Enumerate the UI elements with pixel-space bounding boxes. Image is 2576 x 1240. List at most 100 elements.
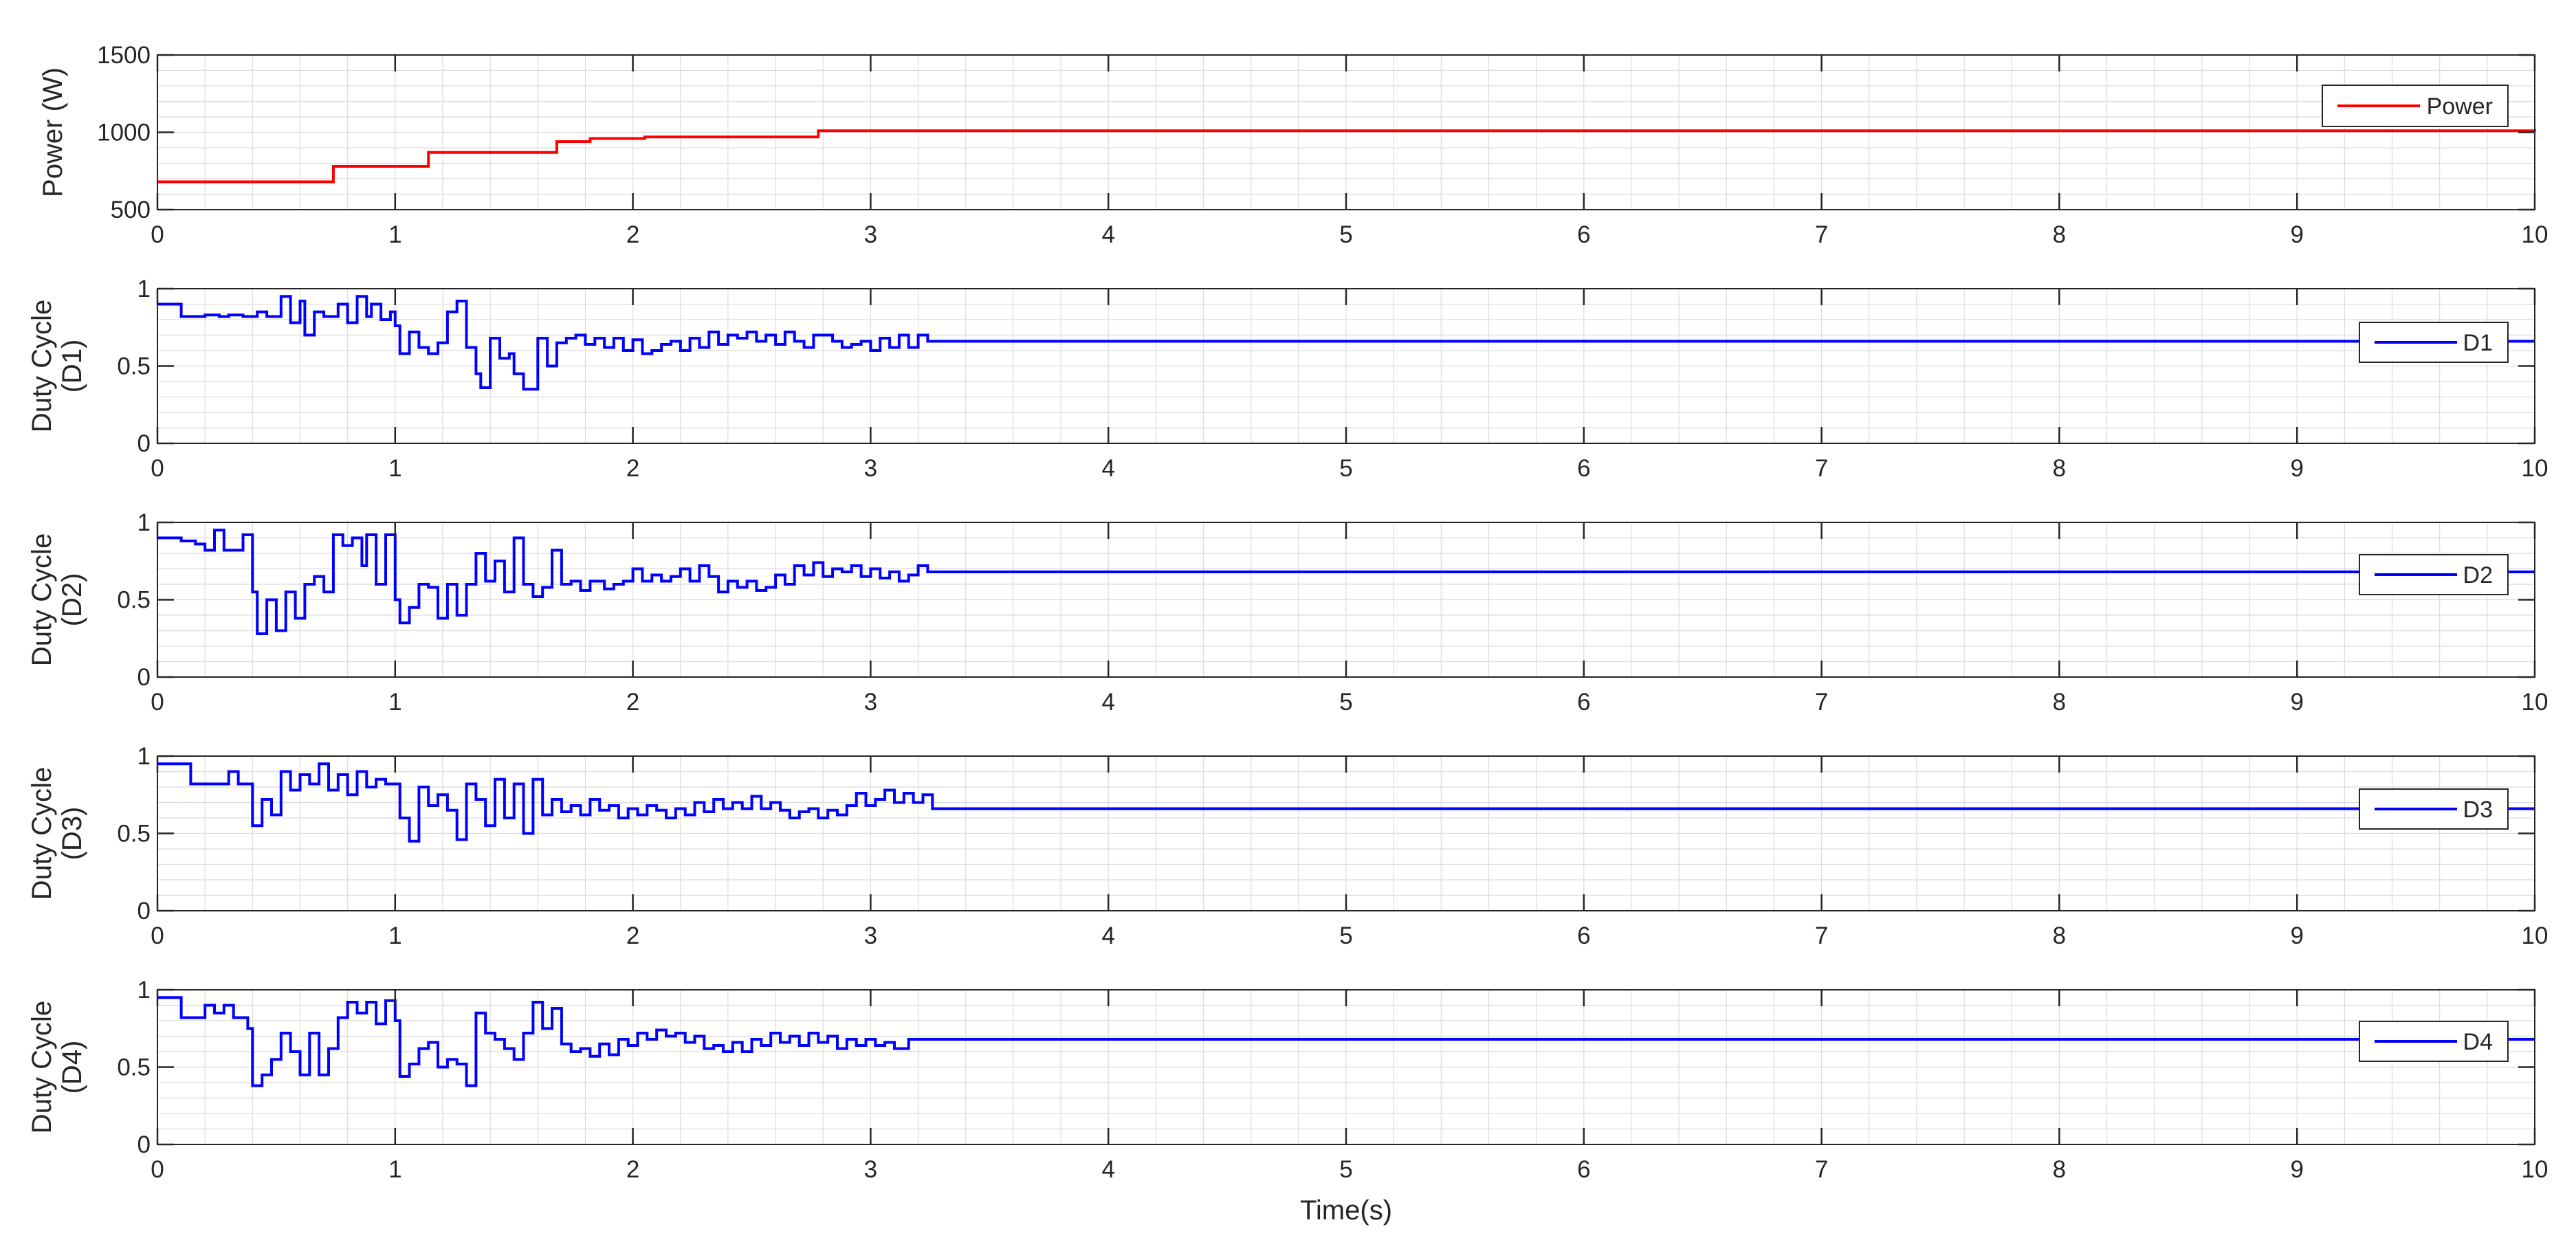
x-tick-label: 1 xyxy=(388,221,401,248)
x-tick-label: 5 xyxy=(1339,1156,1352,1183)
x-tick-label: 6 xyxy=(1577,922,1590,949)
y-axis-label: Power (W) xyxy=(38,67,68,197)
series-line-power xyxy=(157,129,2536,184)
legend: D4 xyxy=(2359,1021,2509,1062)
x-tick-label: 9 xyxy=(2290,221,2303,248)
y-tick-label: 0.5 xyxy=(117,353,151,380)
x-tick-label: 5 xyxy=(1339,922,1352,949)
x-tick-label: 8 xyxy=(2053,1156,2066,1183)
x-tick-label: 0 xyxy=(151,455,164,482)
y-axis-label: (D3) xyxy=(57,807,87,861)
series-line-d3 xyxy=(157,762,2535,843)
y-axis-label: (D2) xyxy=(57,573,87,627)
x-tick-label: 10 xyxy=(2522,922,2549,949)
x-tick-label: 9 xyxy=(2290,1156,2303,1183)
grid xyxy=(157,55,2535,210)
legend: D1 xyxy=(2359,322,2509,363)
grid xyxy=(157,289,2535,443)
x-tick-label: 2 xyxy=(626,689,639,716)
x-tick-label: 7 xyxy=(1815,922,1828,949)
x-axis-label: Time(s) xyxy=(1300,1195,1392,1226)
y-axis-label: (D4) xyxy=(57,1041,87,1094)
y-tick-label: 1000 xyxy=(97,120,151,146)
y-tick-label: 0.5 xyxy=(117,821,151,848)
grid xyxy=(157,756,2535,911)
x-tick-label: 4 xyxy=(1101,455,1114,482)
subplot-2: 0 1 2 3 4 5 6 7 8 9 10 0 0.5 1 Duty Cycle (D1) D1 xyxy=(27,276,2548,482)
x-tick-label: 2 xyxy=(626,1156,639,1183)
x-tick-label: 2 xyxy=(626,221,639,248)
x-tick-label: 10 xyxy=(2522,689,2549,716)
legend: D2 xyxy=(2359,554,2509,595)
y-tick-label: 1 xyxy=(137,509,151,536)
y-tick-label: 0.5 xyxy=(117,587,151,614)
y-axis-label: Duty Cycle xyxy=(27,1001,57,1133)
x-tick-label: 1 xyxy=(388,922,401,949)
subplot-1: 0 1 2 3 4 5 6 7 8 9 10 500 1000 1500 Power (W) Power xyxy=(38,42,2548,248)
x-tick-label: 0 xyxy=(151,922,164,949)
legend-entry: Power xyxy=(2427,93,2493,120)
x-tick-label: 2 xyxy=(626,922,639,949)
x-tick-label: 3 xyxy=(864,1156,877,1183)
x-tick-label: 8 xyxy=(2053,922,2066,949)
legend-entry: D4 xyxy=(2463,1029,2493,1055)
x-tick-label: 0 xyxy=(151,1156,164,1183)
x-tick-label: 4 xyxy=(1101,221,1114,248)
legend: Power xyxy=(2322,85,2509,127)
legend: D3 xyxy=(2359,788,2509,830)
x-tick-label: 10 xyxy=(2522,455,2549,482)
legend-entry: D2 xyxy=(2463,562,2493,588)
x-tick-label: 9 xyxy=(2290,689,2303,716)
x-tick-label: 5 xyxy=(1339,221,1352,248)
x-tick-label: 0 xyxy=(151,221,164,248)
y-tick-label: 0.5 xyxy=(117,1054,151,1081)
grid xyxy=(157,522,2535,677)
x-tick-label: 2 xyxy=(626,455,639,482)
x-tick-label: 7 xyxy=(1815,221,1828,248)
x-tick-label: 7 xyxy=(1815,455,1828,482)
series-line-d1 xyxy=(157,295,2535,391)
x-tick-label: 7 xyxy=(1815,689,1828,716)
x-tick-label: 3 xyxy=(864,455,877,482)
legend-entry: D3 xyxy=(2463,797,2493,823)
grid xyxy=(157,990,2535,1144)
x-tick-label: 4 xyxy=(1101,1156,1114,1183)
y-axis-label: (D1) xyxy=(57,340,87,393)
y-tick-label: 0 xyxy=(137,898,151,925)
y-tick-label: 1 xyxy=(137,977,151,1004)
y-tick-label: 0 xyxy=(137,664,151,691)
x-tick-label: 3 xyxy=(864,221,877,248)
y-axis-label: Duty Cycle xyxy=(27,533,57,666)
legend-entry: D1 xyxy=(2463,330,2493,356)
x-tick-label: 1 xyxy=(388,689,401,716)
x-tick-label: 1 xyxy=(388,1156,401,1183)
subplot-4: 0 1 2 3 4 5 6 7 8 9 10 0 0.5 1 Duty Cycle (D3) D3 xyxy=(27,743,2548,949)
x-tick-label: 6 xyxy=(1577,221,1590,248)
subplot-3: 0 1 2 3 4 5 6 7 8 9 10 0 0.5 1 Duty Cycle (D2) D2 xyxy=(27,509,2548,716)
x-tick-label: 4 xyxy=(1101,689,1114,716)
series-line-d2 xyxy=(157,529,2535,635)
x-tick-label: 4 xyxy=(1101,922,1114,949)
x-tick-label: 6 xyxy=(1577,1156,1590,1183)
y-tick-label: 1 xyxy=(137,276,151,302)
y-tick-label: 0 xyxy=(137,1131,151,1158)
series-line-d4 xyxy=(157,996,2535,1087)
x-tick-label: 9 xyxy=(2290,922,2303,949)
x-tick-label: 10 xyxy=(2522,221,2549,248)
x-tick-label: 8 xyxy=(2053,221,2066,248)
x-tick-label: 7 xyxy=(1815,1156,1828,1183)
x-tick-label: 6 xyxy=(1577,689,1590,716)
y-tick-label: 0 xyxy=(137,430,151,457)
x-tick-label: 0 xyxy=(151,689,164,716)
y-tick-label: 1500 xyxy=(97,42,151,69)
subplot-5: 0 1 2 3 4 5 6 7 8 9 10 0 0.5 1 Duty Cycle (D4) D4 xyxy=(27,977,2548,1183)
y-axis-label: Duty Cycle xyxy=(27,767,57,900)
x-tick-label: 10 xyxy=(2522,1156,2549,1183)
x-tick-label: 8 xyxy=(2053,689,2066,716)
x-tick-label: 3 xyxy=(864,689,877,716)
x-tick-label: 5 xyxy=(1339,455,1352,482)
y-axis-label: Duty Cycle xyxy=(27,300,57,432)
x-tick-label: 1 xyxy=(388,455,401,482)
